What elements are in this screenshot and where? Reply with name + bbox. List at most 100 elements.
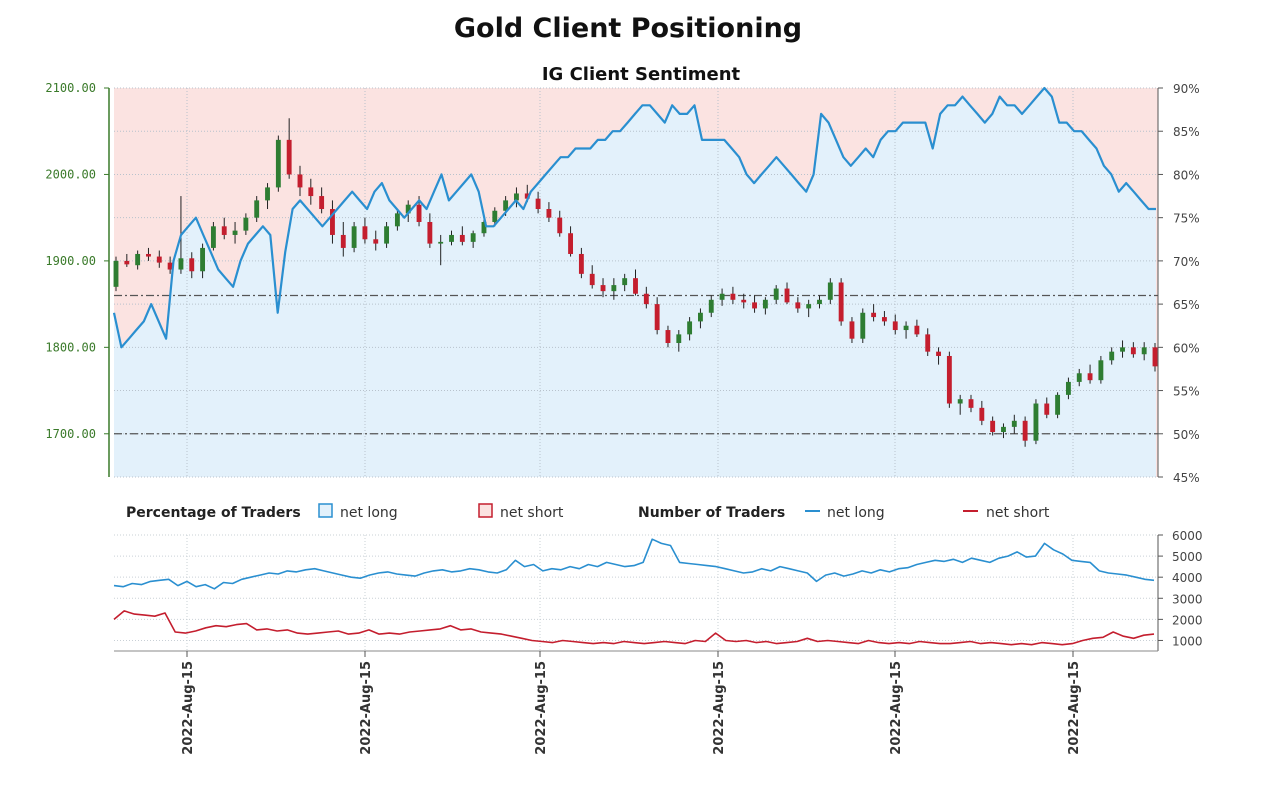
candle-body: [600, 285, 606, 292]
candle-body: [578, 253, 584, 274]
right-tick-label: 65%: [1173, 298, 1200, 312]
candle-body: [546, 209, 552, 218]
right-tick-label: 75%: [1173, 212, 1200, 226]
candle-body: [167, 262, 173, 270]
right-tick-label: 55%: [1173, 385, 1200, 399]
candle-body: [643, 293, 649, 305]
candle-body: [1141, 347, 1147, 355]
legend-num-net-short: net short: [986, 505, 1050, 521]
candle-body: [968, 399, 974, 408]
candle-body: [1065, 381, 1071, 395]
candle-body: [589, 273, 595, 286]
candle-body: [914, 325, 920, 335]
x-tick-label: 2022-Aug-15: [1067, 661, 1082, 755]
legend-net-short-swatch: [478, 503, 493, 518]
candle-body: [265, 187, 270, 201]
candle-body: [881, 317, 887, 322]
candle-body: [1076, 373, 1082, 382]
candle-body: [979, 407, 985, 421]
candle-body: [687, 321, 693, 335]
x-tick-label: 2022-Aug-15: [359, 661, 374, 755]
lower-right-tick-label: 2000: [1172, 613, 1203, 627]
candle-body: [275, 139, 281, 188]
candle-body: [1098, 360, 1104, 381]
candle-body: [817, 299, 822, 305]
candle-body: [903, 325, 909, 331]
candle-body: [871, 312, 877, 318]
candle-body: [827, 282, 833, 300]
candle-body: [135, 253, 141, 266]
left-tick-label: 1800.00: [45, 340, 96, 354]
candle-body: [730, 293, 736, 300]
legend-pct-net-short: net short: [500, 505, 564, 521]
candle-body: [394, 213, 400, 227]
candle-body: [838, 282, 844, 322]
candle-body: [340, 234, 346, 248]
candle-body: [633, 278, 638, 294]
candle-body: [221, 226, 227, 235]
candle-body: [676, 334, 682, 344]
candle-body: [784, 288, 790, 303]
candle-body: [459, 234, 465, 242]
left-tick-label: 1700.00: [45, 427, 96, 441]
candle-body: [189, 258, 195, 272]
right-tick-label: 90%: [1173, 82, 1200, 96]
right-tick-label: 50%: [1173, 428, 1200, 442]
right-tick-label: 45%: [1173, 471, 1200, 485]
candle-body: [1152, 347, 1158, 367]
candle-body: [124, 260, 130, 265]
candle-body: [438, 241, 444, 244]
number-net-long-line: [113, 538, 1155, 590]
legend-percentage-heading: Percentage of Traders: [126, 505, 301, 521]
candle-body: [557, 217, 563, 234]
candle-body: [925, 334, 931, 352]
price-plot: 2100.00 2000.00 1900.00 1800.00 1700.00 90% 85…: [45, 81, 1199, 485]
net-long-percentage-line: [112, 86, 1156, 349]
candle-body: [449, 234, 454, 242]
x-tick-label: 2022-Aug-15: [712, 661, 727, 755]
candle-body: [752, 302, 757, 309]
candle-body: [611, 285, 617, 292]
lower-right-tick-label: 5000: [1172, 550, 1203, 564]
candle-body: [1001, 426, 1006, 433]
number-net-short-line: [113, 610, 1155, 646]
candle-body: [622, 278, 628, 286]
candle-body: [1022, 420, 1028, 441]
candle-body: [762, 299, 768, 309]
candle-body: [568, 233, 573, 254]
left-tick-label: 2100.00: [45, 81, 96, 95]
candle-body: [470, 233, 476, 242]
candle-body: [1120, 347, 1125, 352]
right-tick-label: 70%: [1173, 255, 1200, 269]
legend-pct-net-long: net long: [340, 505, 398, 521]
candle-body: [936, 351, 941, 356]
candle-body: [232, 230, 238, 235]
candle-body: [860, 312, 866, 339]
candle-body: [1044, 403, 1050, 415]
candle-body: [297, 174, 303, 188]
candle-body: [254, 200, 260, 218]
candle-body: [719, 293, 725, 300]
candle-body: [362, 226, 368, 240]
candle-body: [373, 239, 379, 244]
candle-body: [698, 312, 703, 322]
x-tick-label: 2022-Aug-15: [889, 661, 904, 755]
candle-body: [535, 198, 541, 210]
candle-body: [113, 260, 119, 287]
candle-body: [178, 258, 184, 270]
candle-body: [741, 299, 747, 303]
candle-body: [146, 253, 151, 257]
traders-plot: 6000 5000 4000 3000 2000 1000: [113, 529, 1203, 652]
right-tick-label: 60%: [1173, 341, 1200, 355]
right-tick-label: 85%: [1173, 125, 1200, 139]
legend-net-long-swatch: [318, 503, 333, 518]
candle-body: [806, 304, 812, 309]
right-tick-label: 80%: [1173, 168, 1200, 182]
candle-body: [665, 330, 671, 344]
candle-body: [795, 302, 801, 309]
candle-body: [319, 196, 325, 210]
lower-right-tick-label: 1000: [1172, 634, 1203, 648]
candle-body: [892, 321, 898, 331]
candle-body: [427, 221, 433, 244]
